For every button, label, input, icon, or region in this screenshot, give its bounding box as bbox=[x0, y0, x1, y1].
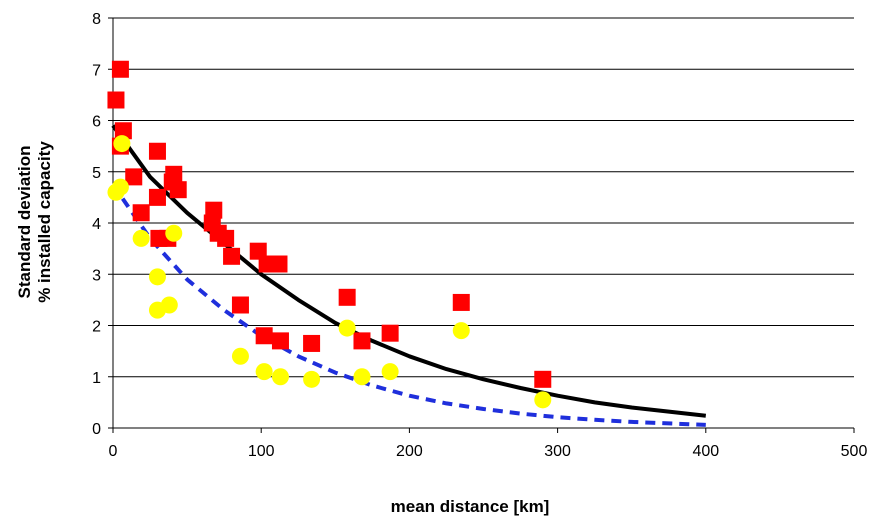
square-marker bbox=[231, 296, 249, 314]
circle-marker bbox=[534, 391, 552, 409]
y-tick-label: 6 bbox=[92, 114, 101, 131]
circle-marker bbox=[271, 368, 289, 386]
square-marker bbox=[111, 60, 129, 78]
square-marker bbox=[165, 165, 183, 183]
circle-marker bbox=[338, 319, 356, 337]
y-tick-label: 0 bbox=[92, 421, 101, 438]
x-axis-title: mean distance [km] bbox=[391, 497, 550, 516]
square-marker bbox=[303, 334, 321, 352]
solid-fit-curve bbox=[111, 124, 707, 418]
circle-marker bbox=[231, 347, 249, 365]
square-marker bbox=[534, 370, 552, 388]
axes bbox=[108, 17, 855, 433]
y-axis-title: Standard deviation % installed capacity bbox=[15, 141, 54, 303]
circle-marker bbox=[132, 229, 150, 247]
data-markers bbox=[107, 60, 552, 409]
circle-marker bbox=[353, 368, 371, 386]
circle-marker bbox=[255, 363, 273, 381]
square-marker bbox=[249, 242, 267, 260]
square-marker bbox=[338, 288, 356, 306]
x-tick-label: 300 bbox=[544, 443, 571, 460]
circle-marker bbox=[113, 135, 131, 153]
square-marker bbox=[205, 201, 223, 219]
square-marker bbox=[255, 327, 273, 345]
circle-marker bbox=[160, 296, 178, 314]
square-marker bbox=[132, 204, 150, 222]
square-marker bbox=[271, 332, 289, 350]
y-tick-label: 8 bbox=[92, 11, 101, 28]
fit-curves bbox=[111, 124, 707, 427]
square-marker bbox=[169, 181, 187, 199]
y-tick-label: 1 bbox=[92, 370, 101, 387]
square-marker bbox=[223, 247, 241, 265]
square-marker bbox=[114, 122, 132, 140]
square-marker bbox=[107, 91, 125, 109]
circle-marker bbox=[111, 178, 129, 196]
square-marker bbox=[148, 188, 166, 206]
circle-marker bbox=[303, 370, 321, 388]
circle-marker bbox=[381, 363, 399, 381]
square-marker bbox=[148, 142, 166, 160]
x-tick-label: 100 bbox=[248, 443, 275, 460]
grid-lines bbox=[113, 17, 854, 378]
square-marker bbox=[270, 255, 288, 273]
square-marker bbox=[353, 332, 371, 350]
x-tick-label: 200 bbox=[396, 443, 423, 460]
y-tick-label: 2 bbox=[92, 319, 101, 336]
square-marker bbox=[452, 293, 470, 311]
circle-marker bbox=[165, 224, 183, 242]
square-marker bbox=[217, 229, 235, 247]
circle-marker bbox=[148, 268, 166, 286]
square-marker bbox=[125, 168, 143, 186]
y-tick-label: 7 bbox=[92, 62, 101, 79]
tick-labels: 0 1 2 3 4 5 6 7 8 0 100 200 300 400 500 bbox=[92, 11, 867, 460]
y-tick-label: 5 bbox=[92, 165, 101, 182]
x-tick-label: 500 bbox=[841, 443, 868, 460]
dashed-fit-curve bbox=[111, 183, 706, 427]
x-tick-label: 0 bbox=[109, 443, 118, 460]
y-tick-label: 3 bbox=[92, 267, 101, 284]
y-tick-label: 4 bbox=[92, 216, 101, 233]
y-axis-title-line-1: Standard deviation bbox=[15, 145, 34, 298]
x-tick-label: 400 bbox=[692, 443, 719, 460]
square-marker bbox=[381, 324, 399, 342]
y-axis-title-line-2: % installed capacity bbox=[35, 141, 54, 303]
circle-marker bbox=[452, 322, 470, 340]
